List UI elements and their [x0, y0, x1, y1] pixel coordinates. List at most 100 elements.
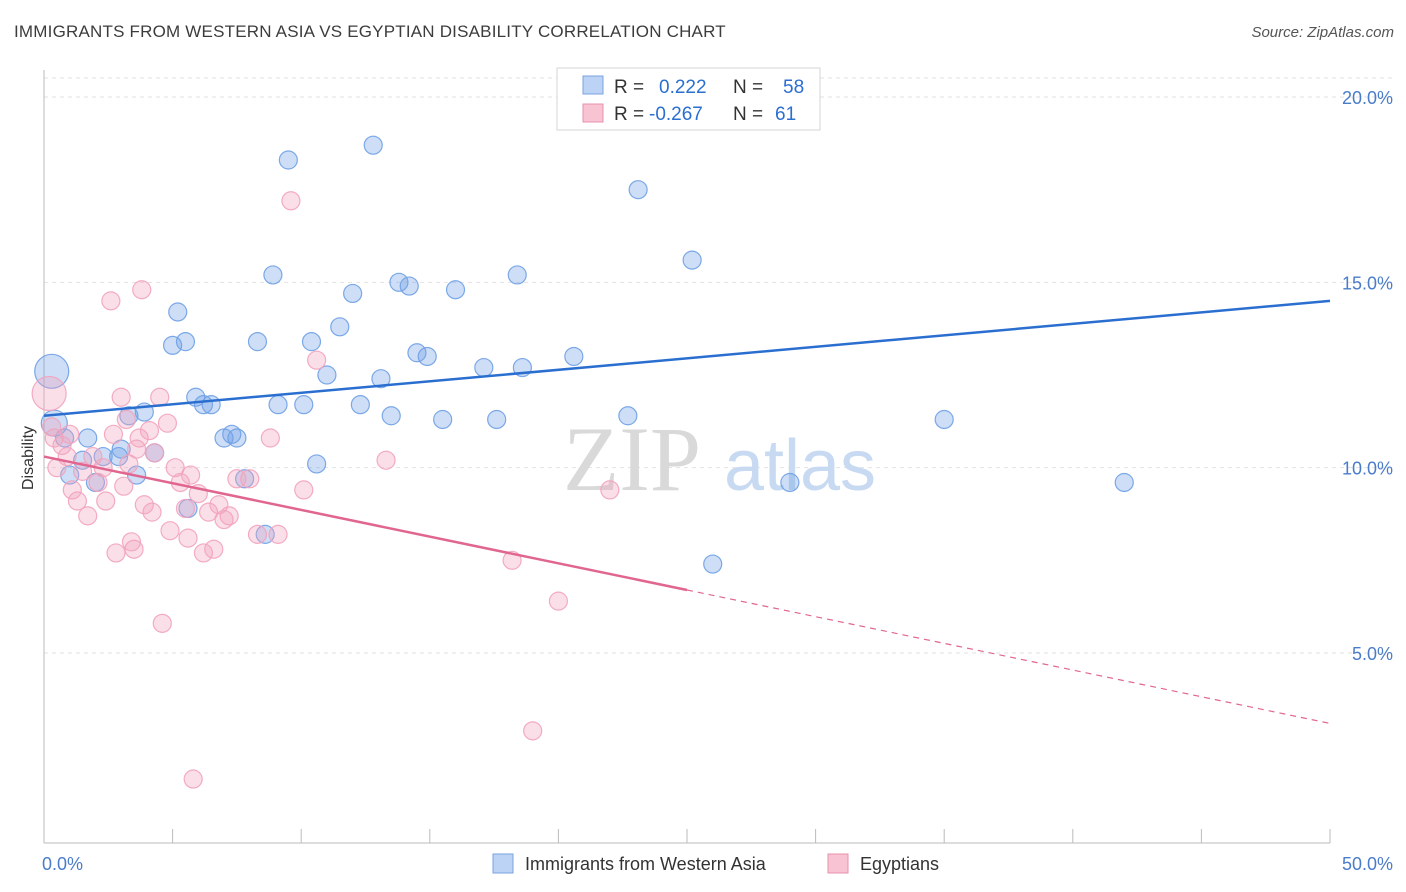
point-series1-35: [165, 458, 185, 478]
point-series0-7: [93, 446, 113, 467]
point-series0-14: [175, 332, 196, 352]
point-series0-2: [54, 428, 75, 448]
y-tick-label-1: 10.0%: [1342, 459, 1393, 479]
point-series1-40: [183, 769, 203, 789]
point-series1-47: [219, 506, 239, 526]
point-series1-32: [152, 613, 172, 633]
x-tick-label-0: 0.0%: [42, 854, 83, 874]
point-series1-27: [134, 495, 154, 515]
point-series0-50: [564, 346, 584, 367]
point-series1-38: [178, 528, 198, 548]
point-series0-34: [330, 317, 350, 337]
y-tick-label-2: 15.0%: [1342, 273, 1393, 293]
point-series1-52: [268, 524, 288, 544]
point-series1-16: [103, 424, 124, 444]
point-series0-57: [1114, 472, 1134, 493]
point-series0-54: [703, 554, 723, 574]
point-series1-20: [116, 409, 136, 430]
legend-n-value-1: 58: [783, 77, 804, 98]
legend-swatch-pink: [582, 103, 604, 123]
point-series1-15: [101, 291, 121, 311]
point-series0-8: [108, 446, 129, 467]
point-series0-53: [682, 250, 702, 270]
point-series1-14: [96, 491, 116, 511]
point-series1-46: [214, 509, 234, 530]
point-series1-0: [31, 375, 67, 412]
watermark-atlas: atlas: [724, 426, 876, 506]
point-series0-37: [363, 135, 383, 155]
point-series1-26: [132, 280, 152, 300]
point-series0-35: [343, 283, 363, 304]
point-series0-44: [433, 409, 453, 430]
point-series1-19: [114, 476, 134, 496]
point-series1-24: [126, 439, 147, 459]
trend-line-0: [43, 299, 1331, 418]
point-series0-20: [201, 395, 221, 415]
trend-line-dashed-1: [686, 589, 1331, 725]
point-series0-27: [263, 265, 283, 285]
point-series0-55: [780, 472, 800, 493]
point-series0-16: [168, 302, 188, 322]
point-series0-24: [235, 469, 255, 489]
point-series1-50: [247, 524, 268, 544]
point-series1-30: [144, 443, 165, 463]
legend-n-value-2: 61: [775, 104, 796, 125]
trend-line-1: [43, 455, 688, 592]
axes: [43, 70, 1331, 844]
point-series0-48: [507, 265, 527, 285]
legend-n-label-1: N =: [733, 77, 763, 98]
legend-r-label-1: R =: [614, 77, 644, 98]
point-series0-42: [407, 343, 427, 363]
series-legend-label-2: Egyptians: [860, 854, 939, 874]
point-series0-46: [474, 357, 494, 378]
point-series1-44: [204, 539, 224, 559]
trend-lines: [43, 299, 1331, 725]
point-series1-2: [44, 428, 64, 448]
point-series0-28: [268, 395, 288, 415]
point-series1-1: [42, 417, 62, 437]
series-legend-swatch-pink: [827, 853, 849, 874]
watermark-zip: ZIP: [563, 408, 701, 510]
point-series1-29: [142, 502, 162, 522]
point-series0-45: [445, 280, 466, 300]
point-series1-22: [121, 532, 142, 552]
point-series1-12: [88, 472, 108, 493]
y-tick-label-0: 5.0%: [1352, 644, 1393, 664]
x-tick-label-1: 50.0%: [1342, 854, 1393, 874]
point-series0-56: [934, 409, 954, 430]
point-series1-8: [67, 491, 88, 511]
point-series0-23: [227, 428, 247, 448]
point-series0-30: [294, 395, 314, 415]
point-series1-33: [157, 413, 178, 433]
point-series1-37: [175, 498, 196, 519]
point-series1-60: [600, 480, 620, 500]
point-series1-56: [376, 450, 396, 470]
point-series1-53: [281, 191, 301, 211]
point-series0-39: [381, 406, 401, 426]
point-series0-0: [34, 353, 70, 389]
point-series1-39: [181, 465, 201, 485]
point-series1-28: [139, 421, 160, 441]
point-series0-38: [371, 369, 391, 389]
point-series0-52: [628, 180, 648, 200]
point-series0-36: [350, 395, 370, 415]
point-series0-32: [307, 454, 327, 474]
point-series0-43: [417, 346, 437, 367]
series-legend-label-1: Immigrants from Western Asia: [525, 854, 767, 874]
point-series0-9: [111, 439, 131, 459]
point-series0-29: [278, 150, 298, 170]
legend-r-value-1: 0.222: [659, 77, 707, 98]
tick-labels: 5.0% 10.0% 15.0% 20.0% 0.0% 50.0%: [42, 88, 1393, 874]
point-series1-17: [106, 543, 126, 563]
point-series0-22: [222, 424, 242, 444]
point-series1-49: [240, 469, 260, 489]
legend-n-label-2: N =: [733, 104, 763, 125]
point-series0-5: [78, 428, 98, 448]
legend-r-value-2: -0.267: [649, 104, 703, 125]
point-series1-25: [129, 428, 149, 448]
legend-r-label-2: R =: [614, 104, 644, 125]
point-series0-15: [163, 335, 183, 355]
point-series1-51: [260, 428, 280, 448]
correlation-legend: R = 0.222 N = 58 R = -0.267 N = 61: [556, 67, 821, 131]
